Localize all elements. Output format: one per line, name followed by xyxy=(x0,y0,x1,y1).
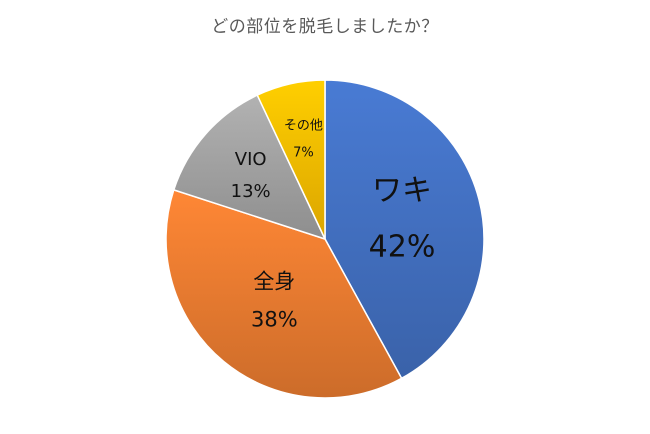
slice-label-sonota: その他 xyxy=(284,118,323,133)
slice-value-waki: 42% xyxy=(369,230,436,265)
slice-label-waki: ワキ xyxy=(372,174,432,209)
slice-value-zenshin: 38% xyxy=(251,307,298,331)
pie-slice-zenshin xyxy=(165,188,403,399)
chart-title: どの部位を脱毛しましたか？ xyxy=(211,17,439,37)
pie-slice-sonota xyxy=(256,79,326,240)
slice-label-zenshin: 全身 xyxy=(253,269,295,293)
slice-value-vio: 13% xyxy=(231,181,271,202)
slice-value-sonota: 7% xyxy=(293,145,314,160)
pie-slice-waki xyxy=(324,79,485,380)
pie-slice-vio xyxy=(172,94,327,241)
slice-label-vio: VIO xyxy=(235,149,267,170)
